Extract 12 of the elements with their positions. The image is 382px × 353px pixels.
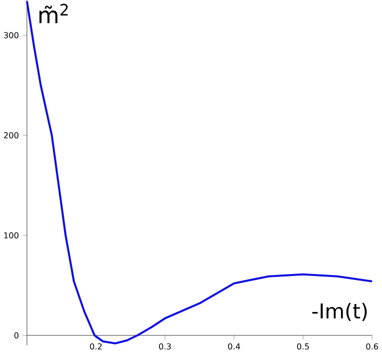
x-tick-label: 0.3 — [159, 343, 171, 350]
line-series — [26, 0, 374, 344]
y-axis-title: m̃$^{2}$ — [39, 4, 68, 24]
x-tick-label: 0.2 — [90, 343, 102, 350]
y-tick-label: 100 — [4, 232, 18, 238]
y-tick-label: 200 — [4, 132, 18, 138]
y-tick-label: 300 — [4, 32, 18, 38]
y-tick-label: 0 — [14, 332, 18, 338]
x-tick-label: 0.5 — [297, 343, 309, 350]
x-tick-label: 0.4 — [228, 343, 240, 350]
x-tick-label: 0.6 — [366, 343, 378, 350]
x-axis-title: -Im(t) — [312, 302, 367, 322]
